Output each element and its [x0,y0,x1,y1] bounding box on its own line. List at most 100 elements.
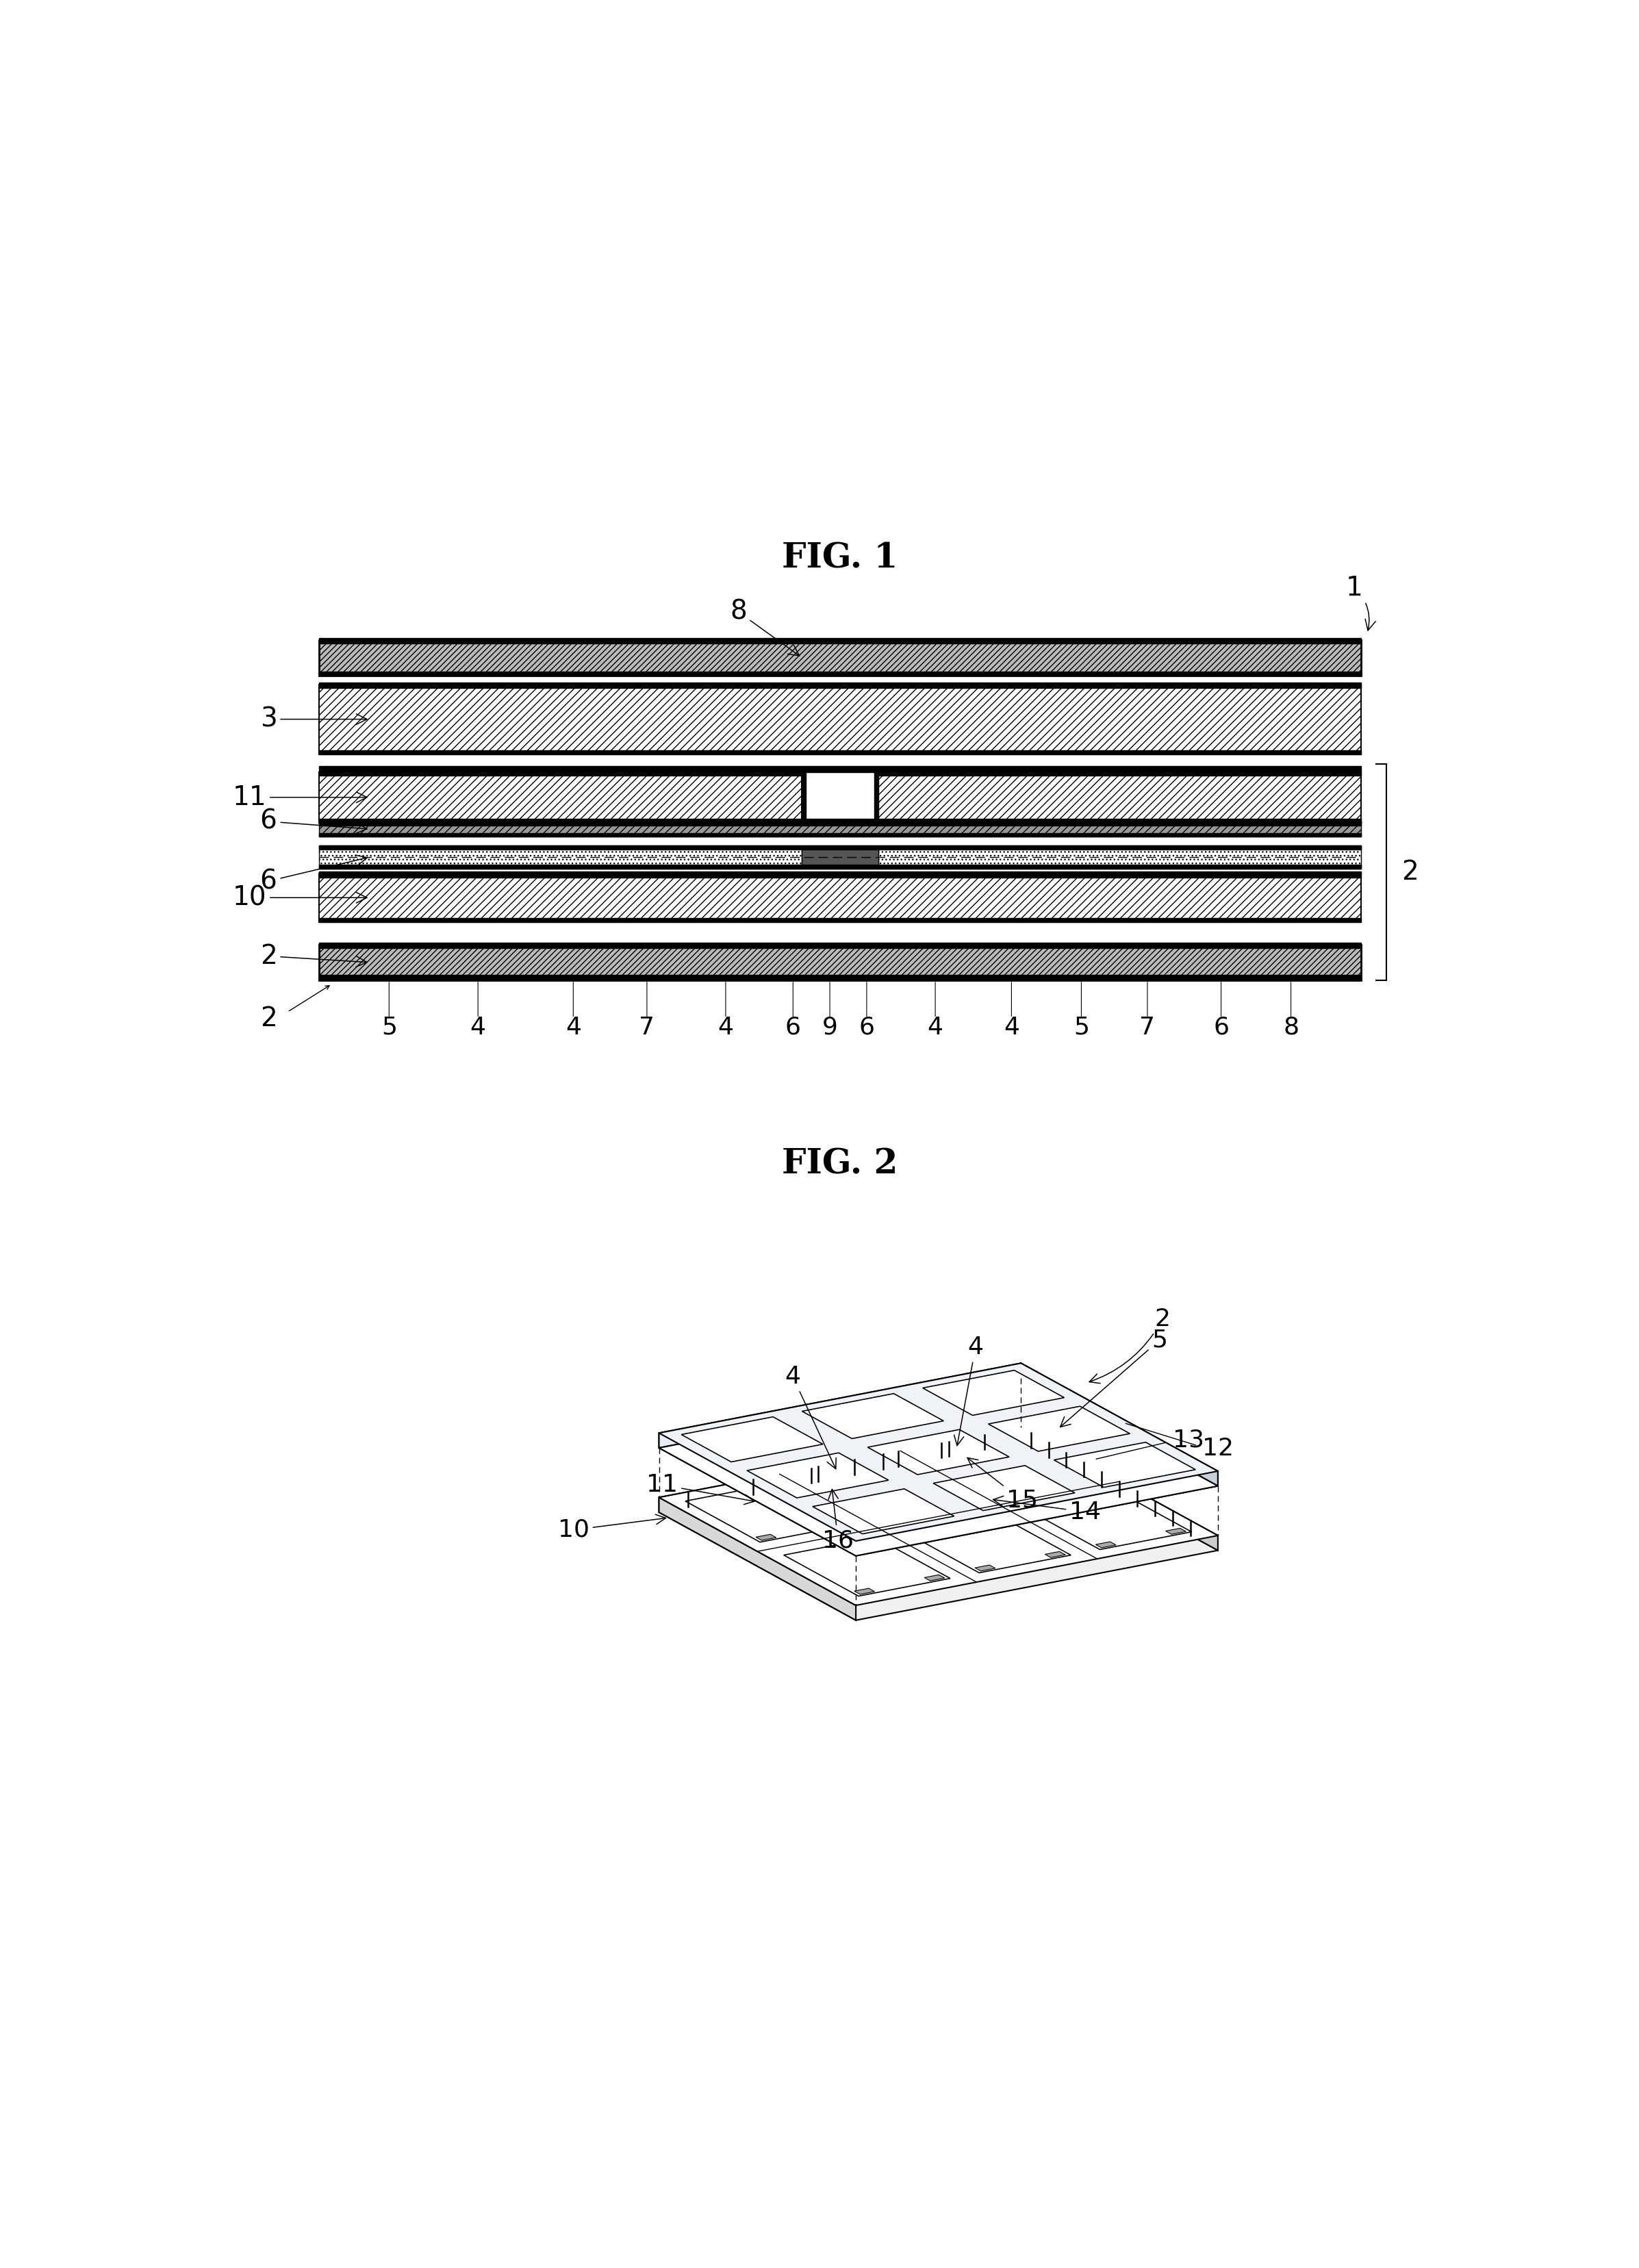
Text: 7: 7 [1139,1016,1155,1039]
Bar [320,751,1360,755]
Text: 2: 2 [261,943,367,968]
Polygon shape [659,1427,1218,1606]
Polygon shape [783,1538,951,1597]
Text: 4: 4 [565,1016,582,1039]
Text: 2: 2 [1090,1306,1170,1383]
Text: 9: 9 [823,1016,838,1039]
Text: 6: 6 [261,807,367,835]
Text: 10: 10 [557,1515,665,1542]
Bar [801,846,879,869]
Bar [879,846,1360,869]
Polygon shape [1021,1363,1218,1486]
Text: 11: 11 [646,1474,754,1504]
Text: 16: 16 [823,1490,854,1551]
Text: 1: 1 [1346,574,1375,631]
Polygon shape [924,1574,944,1581]
Text: 4: 4 [718,1016,734,1039]
Text: 12: 12 [1201,1438,1234,1461]
Bar [320,819,1360,823]
Polygon shape [1046,1551,1065,1558]
Text: 6: 6 [859,1016,875,1039]
Text: 2: 2 [261,1005,277,1032]
Text: 7: 7 [639,1016,656,1039]
Bar [320,943,1360,948]
Polygon shape [975,1565,995,1572]
Text: 4: 4 [1003,1016,1019,1039]
Polygon shape [806,1461,972,1520]
Polygon shape [867,1429,1010,1474]
Text: 4: 4 [470,1016,485,1039]
Text: 6: 6 [785,1016,801,1039]
Bar [320,683,1360,687]
Text: 6: 6 [261,855,367,894]
Text: 4: 4 [785,1365,836,1470]
Polygon shape [685,1483,852,1542]
Bar [874,771,879,823]
Polygon shape [923,1370,1064,1415]
Polygon shape [933,1465,1075,1510]
Polygon shape [1024,1490,1192,1549]
Bar [879,771,1360,776]
Bar [320,919,1360,921]
Polygon shape [877,1510,897,1517]
Bar [320,771,801,776]
Polygon shape [997,1488,1018,1495]
Text: FIG. 2: FIG. 2 [782,1148,898,1182]
Text: 13: 13 [1172,1429,1205,1452]
Bar [320,821,1360,826]
Text: 5: 5 [1060,1329,1167,1427]
Text: 5: 5 [1074,1016,1090,1039]
Bar [320,771,801,823]
Text: 2: 2 [1401,860,1418,885]
Bar [320,671,1360,676]
Polygon shape [801,1393,944,1438]
Bar [320,821,1360,837]
Text: 5: 5 [382,1016,397,1039]
Bar [320,637,1360,644]
Polygon shape [682,1418,823,1463]
Text: 4: 4 [928,1016,942,1039]
Bar [320,846,801,869]
Polygon shape [1095,1542,1116,1547]
Polygon shape [659,1427,1021,1513]
Text: 4: 4 [954,1336,983,1445]
Polygon shape [659,1442,1218,1619]
Polygon shape [1054,1442,1195,1488]
Polygon shape [826,1522,846,1526]
Text: 8: 8 [1283,1016,1298,1039]
Polygon shape [1165,1529,1187,1533]
Polygon shape [747,1454,888,1497]
Bar [320,640,1360,676]
Polygon shape [659,1379,1218,1556]
Polygon shape [659,1433,856,1556]
Polygon shape [926,1438,1093,1495]
Polygon shape [905,1515,1070,1572]
Bar [320,864,1360,869]
Bar [801,771,806,823]
Text: 10: 10 [233,885,367,912]
Polygon shape [659,1497,856,1619]
Polygon shape [756,1535,777,1540]
Polygon shape [854,1588,875,1594]
Polygon shape [988,1406,1129,1452]
Bar [879,771,1360,823]
Text: 8: 8 [729,599,800,655]
Polygon shape [659,1363,1218,1540]
Text: 14: 14 [993,1497,1101,1524]
Polygon shape [1021,1427,1218,1551]
Polygon shape [856,1472,1218,1556]
Bar [320,873,1360,921]
Bar [320,846,1360,850]
Bar [320,871,1360,878]
Bar [320,975,1360,980]
Polygon shape [946,1497,967,1504]
Bar [320,946,1360,980]
Text: 6: 6 [1213,1016,1229,1039]
Text: 3: 3 [261,705,367,733]
Bar [320,832,1360,837]
Text: 15: 15 [967,1458,1037,1513]
Polygon shape [813,1488,954,1533]
Text: FIG. 1: FIG. 1 [782,542,898,576]
Bar [320,685,1360,755]
Bar [320,767,1360,771]
